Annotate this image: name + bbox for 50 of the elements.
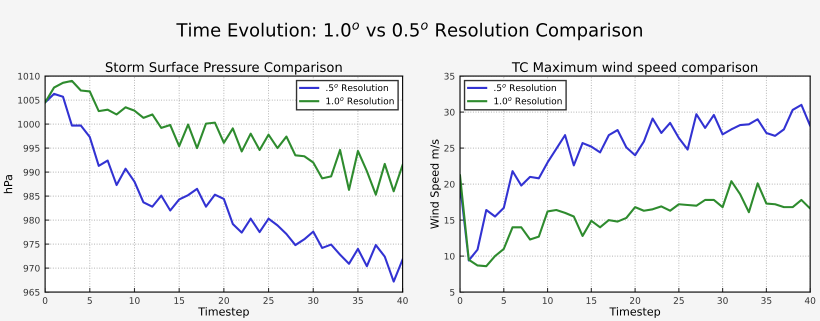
legend-label: 1.0$^{o}$ Resolution xyxy=(326,97,394,104)
y-tick-label: 30 xyxy=(444,108,455,116)
x-tick-label: 40 xyxy=(397,297,408,304)
x-tick-label: 35 xyxy=(761,297,772,304)
y-tick-label: 985 xyxy=(24,192,40,200)
y-tick-label: 990 xyxy=(24,168,40,176)
x-tick-label: 0 xyxy=(458,297,462,304)
line-series xyxy=(45,80,403,196)
y-tick-label: 995 xyxy=(24,144,40,152)
x-tick-label: 30 xyxy=(718,297,728,304)
legend-label: 1.0$^{o}$ Resolution xyxy=(494,97,562,104)
x-tick-label: 25 xyxy=(674,297,684,304)
y-tick-label: 1010 xyxy=(18,72,40,80)
y-tick-label: 975 xyxy=(24,240,40,248)
x-tick-label: 40 xyxy=(804,297,816,304)
text: Time Evolution: 1.0$^{o}$ vs 0.5$^{o}$ Resolution Comparison xyxy=(176,22,642,40)
y-tick-label: 5 xyxy=(450,288,454,296)
y-tick-label: 1005 xyxy=(18,96,40,104)
y-tick-label: 25 xyxy=(444,144,454,152)
y-axis-title: hPa xyxy=(4,175,12,194)
x-tick-label: 5 xyxy=(88,297,92,304)
chart-title: TC Maximum wind speed comparison xyxy=(512,62,758,75)
chart-title: Storm Surface Pressure Comparison xyxy=(106,62,342,75)
y-tick-label: 35 xyxy=(444,72,454,80)
x-tick-label: 10 xyxy=(542,297,553,304)
x-tick-label: 15 xyxy=(586,297,596,304)
x-axis-title: Timestep xyxy=(609,307,660,318)
x-tick-label: 5 xyxy=(502,297,506,304)
x-tick-label: 20 xyxy=(218,297,230,304)
y-tick-label: 15 xyxy=(444,216,454,224)
y-tick-label: 10 xyxy=(444,252,455,260)
y-tick-label: 965 xyxy=(24,288,40,296)
y-axis-title: Wind Speed m/s xyxy=(430,140,441,229)
y-tick-label: 970 xyxy=(24,264,40,272)
line-series xyxy=(460,174,810,268)
line-series xyxy=(45,92,403,283)
line-series xyxy=(460,104,810,262)
y-tick-label: 20 xyxy=(444,180,455,188)
y-tick-label: 1000 xyxy=(18,120,40,128)
x-tick-label: 20 xyxy=(630,297,640,304)
x-axis-title: Timestep xyxy=(198,307,249,318)
x-tick-label: 30 xyxy=(308,297,318,304)
x-tick-label: 10 xyxy=(130,297,140,304)
x-tick-label: 0 xyxy=(42,297,48,304)
x-tick-label: 25 xyxy=(263,297,274,304)
x-tick-label: 35 xyxy=(352,297,363,304)
legend-label: .5$^{o}$ Resolution xyxy=(326,84,388,92)
y-tick-label: 980 xyxy=(24,216,40,224)
x-tick-label: 15 xyxy=(174,297,184,304)
legend-label: .5$^{o}$ Resolution xyxy=(494,84,556,92)
